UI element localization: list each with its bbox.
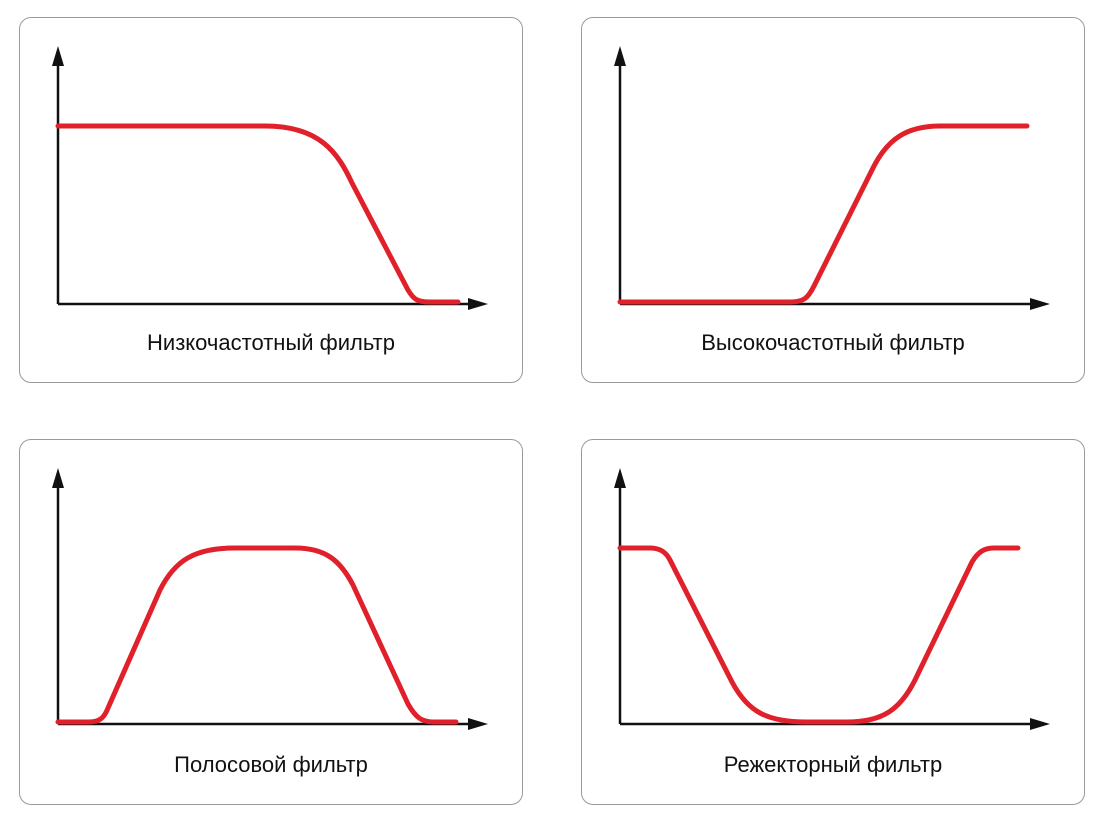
x-axis-arrowhead — [1030, 298, 1050, 310]
bandstop-plot — [614, 468, 1050, 730]
x-axis-arrowhead — [468, 718, 488, 730]
lowpass-response-curve — [55, 123, 461, 305]
highpass-panel: Высокочастотный фильтр — [581, 17, 1085, 383]
bandpass-panel: Полосовой фильтр — [19, 439, 523, 805]
bandpass-response-curve — [55, 545, 459, 725]
x-axis-arrowhead — [468, 298, 488, 310]
bandstop-caption: Режекторный фильтр — [723, 752, 943, 777]
lowpass-panel: Низкочастотный фильтр — [19, 17, 523, 383]
lowpass-caption: Низкочастотный фильтр — [147, 330, 395, 355]
bandstop-panel: Режекторный фильтр — [581, 439, 1085, 805]
x-axis-arrowhead — [1030, 718, 1050, 730]
highpass-plot — [614, 46, 1050, 310]
y-axis-arrowhead — [52, 46, 64, 66]
highpass-response-curve — [617, 123, 1030, 305]
y-axis-arrowhead — [52, 468, 64, 488]
highpass-caption: Высокочастотный фильтр — [701, 330, 965, 355]
lowpass-plot — [52, 46, 488, 310]
y-axis-arrowhead — [614, 468, 626, 488]
bandpass-caption: Полосовой фильтр — [174, 752, 368, 777]
y-axis-arrowhead — [614, 46, 626, 66]
bandstop-response-curve — [617, 545, 1021, 725]
bandpass-plot — [52, 468, 488, 730]
